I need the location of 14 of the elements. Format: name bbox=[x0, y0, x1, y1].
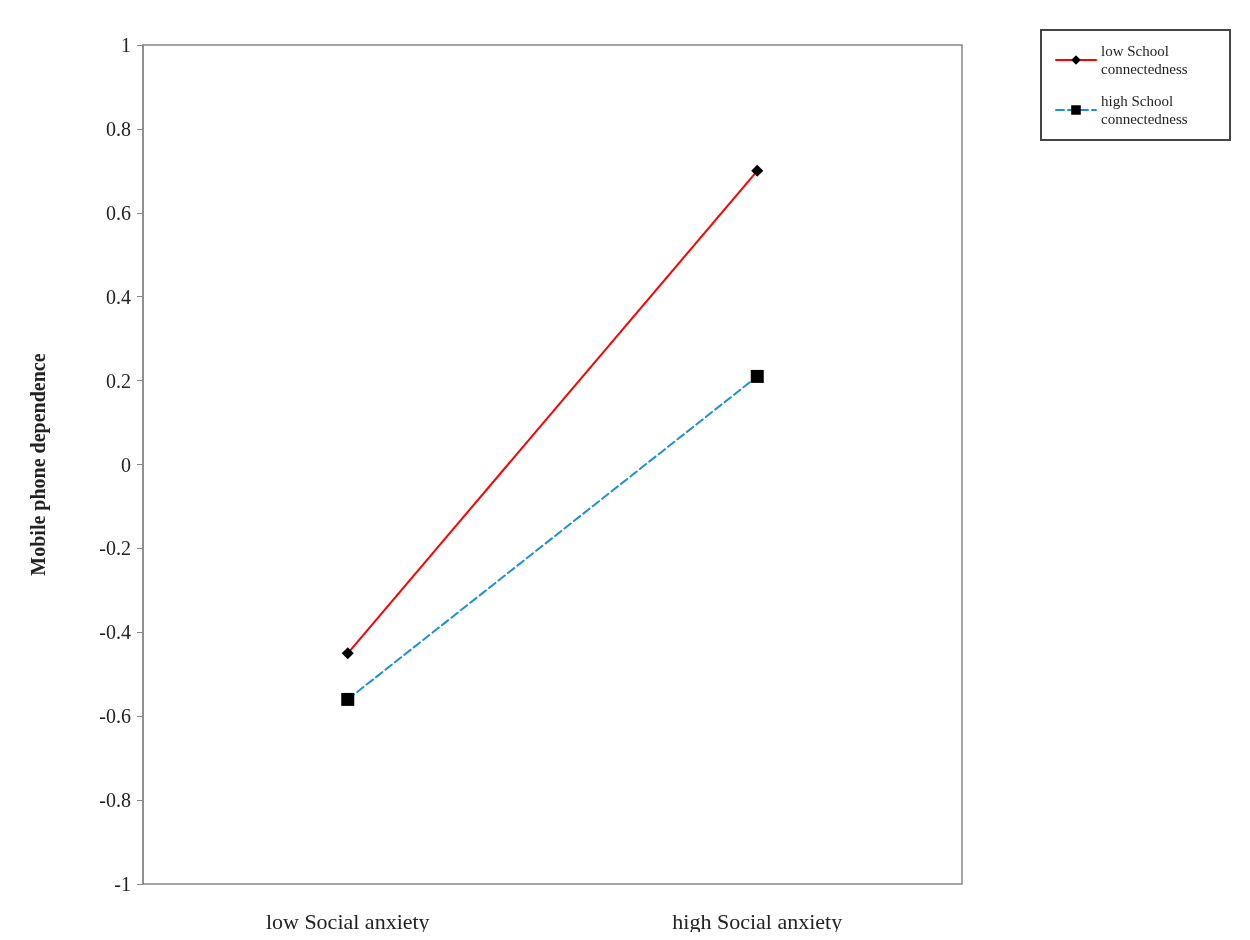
y-tick-label: -0.2 bbox=[99, 537, 131, 560]
y-tick-label: -1 bbox=[114, 873, 131, 895]
y-tick-label: -0.8 bbox=[99, 789, 131, 812]
y-tick-label: -0.6 bbox=[99, 705, 131, 728]
y-tick-label: -0.4 bbox=[99, 621, 131, 644]
legend-label: low School connectedness bbox=[1101, 43, 1188, 77]
y-tick-label: 0.4 bbox=[106, 285, 131, 308]
y-tick-label: 1 bbox=[121, 34, 131, 56]
y-tick-label: 0.8 bbox=[106, 117, 131, 140]
y-tick-label: 0.2 bbox=[106, 369, 131, 392]
y-axis-title: Mobile phone dependence bbox=[27, 353, 50, 576]
y-tick-label: 0 bbox=[121, 453, 131, 476]
y-tick-label: 0.6 bbox=[106, 201, 131, 224]
legend-label: high School connectedness bbox=[1101, 93, 1188, 127]
